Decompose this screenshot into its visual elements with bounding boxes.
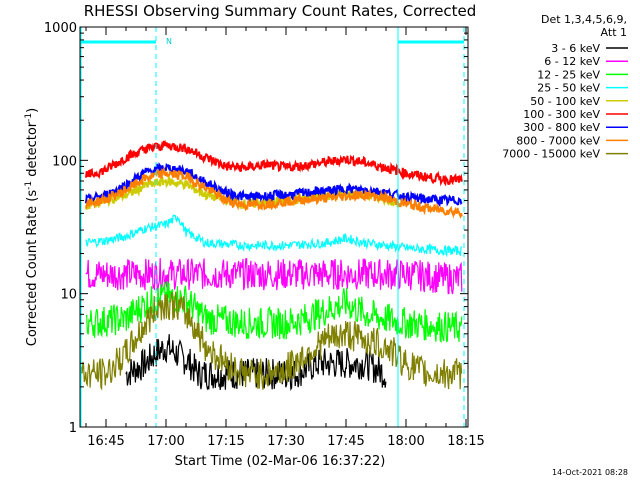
- series-line-5: [85, 139, 463, 187]
- series-line-3: [85, 214, 462, 258]
- x-tick-label-6: 18:15: [447, 434, 484, 449]
- y-tick-label-2: 100: [52, 154, 77, 169]
- y-tick-label-3: 1000: [44, 21, 77, 36]
- series-layer: [79, 139, 463, 391]
- plot-frame: [79, 26, 469, 428]
- night-layer: N: [80, 37, 464, 46]
- legend-label-1: 6 - 12 keV: [544, 55, 600, 68]
- legend-label-3: 25 - 50 keV: [537, 82, 600, 95]
- legend-label-6: 300 - 800 keV: [523, 121, 600, 134]
- night-label: N: [166, 37, 172, 46]
- legend-label-8: 7000 - 15000 keV: [502, 148, 600, 161]
- x-axis-label: Start Time (02-Mar-06 16:37:22): [175, 454, 386, 469]
- legend-label-0: 3 - 6 keV: [551, 42, 600, 55]
- series-line-1: [85, 257, 463, 295]
- x-tick-label-0: 16:45: [87, 434, 124, 449]
- y-axis-label: Corrected Count Rate (s-1 detector-1): [24, 108, 40, 346]
- x-tick-label-3: 17:30: [267, 434, 304, 449]
- legend-label-7: 800 - 7000 keV: [516, 134, 600, 147]
- x-tick-label-5: 18:00: [387, 434, 424, 449]
- marker-layer: [80, 27, 465, 427]
- legend-header-line-2: Att 1: [601, 26, 627, 39]
- y-tick-label-0: 1: [69, 421, 77, 436]
- x-tick-label-1: 17:00: [147, 434, 184, 449]
- chart-title: RHESSI Observing Summary Count Rates, Co…: [84, 2, 477, 20]
- legend-label-4: 50 - 100 keV: [530, 95, 600, 108]
- footer-timestamp: 14-Oct-2021 08:28: [552, 468, 628, 477]
- legend-label-5: 100 - 300 keV: [523, 108, 600, 121]
- legend-header-line-1: Det 1,3,4,5,6,9,: [541, 13, 627, 26]
- x-axis: 16:45 17:00 17:15 17:30 17:45 18:00 18:15: [85, 27, 485, 449]
- x-tick-label-2: 17:15: [207, 434, 244, 449]
- legend-label-2: 12 - 25 keV: [537, 68, 600, 81]
- series-line-6: [85, 161, 463, 208]
- y-axis: 1 10 100 1000: [44, 21, 468, 436]
- y-tick-label-1: 10: [60, 288, 77, 303]
- series-line-7: [85, 166, 463, 220]
- x-tick-label-4: 17:45: [327, 434, 364, 449]
